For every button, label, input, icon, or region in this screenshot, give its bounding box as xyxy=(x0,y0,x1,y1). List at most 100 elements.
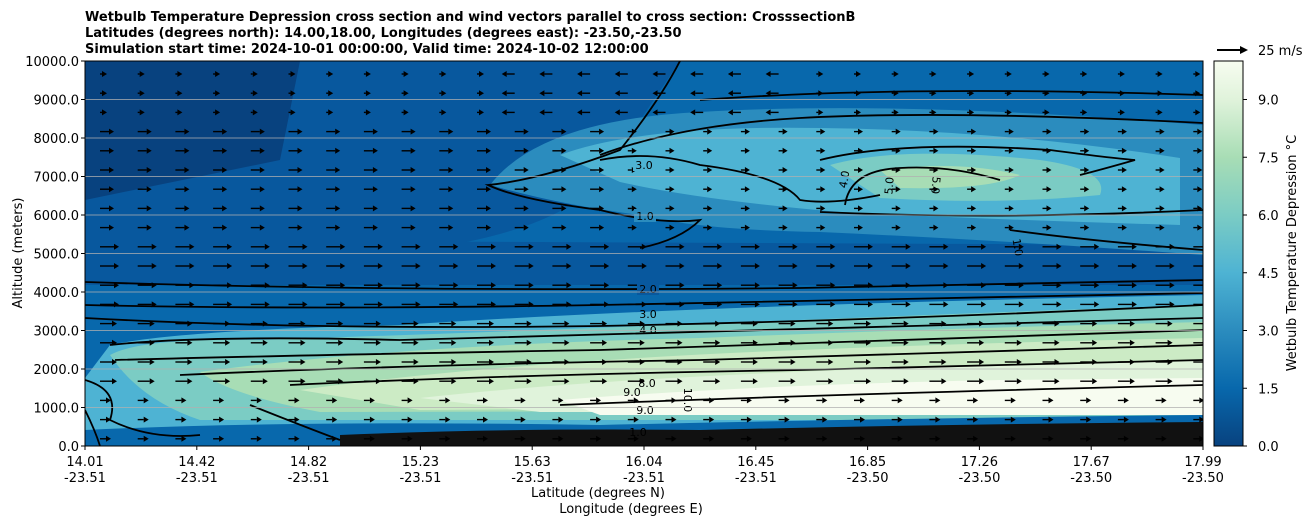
wind-vector-head xyxy=(109,205,114,212)
wind-vector-head xyxy=(709,435,715,442)
wind-vector-head xyxy=(486,147,491,154)
wind-vector-head xyxy=(792,282,798,289)
wind-vector-head xyxy=(633,416,639,423)
wind-vector-head xyxy=(679,301,685,308)
wind-vector-head xyxy=(744,186,750,193)
wind-vector-head xyxy=(335,224,341,231)
wind-vector-head xyxy=(602,320,608,327)
contour-line-1-lower xyxy=(249,404,341,441)
wind-vector-head xyxy=(782,205,788,212)
wind-vector-head xyxy=(501,90,507,97)
wind-vector-head xyxy=(564,378,570,385)
wind-vector-head xyxy=(715,359,721,365)
wind-vector-head xyxy=(820,224,826,231)
wind-vector-head xyxy=(566,301,572,308)
wind-vector-head xyxy=(523,205,529,212)
wind-vector-head xyxy=(1044,109,1050,116)
wind-vector-head xyxy=(1086,397,1092,404)
wind-vector-head xyxy=(102,90,107,97)
wind-vector-head xyxy=(765,109,771,116)
wind-vector-head xyxy=(225,378,231,385)
dry-layer-peak xyxy=(560,378,1203,415)
wind-vector-head xyxy=(407,435,413,442)
wind-vector-head xyxy=(114,263,119,269)
wind-vector-head xyxy=(1131,263,1137,269)
y-tick-label: 4000.0 xyxy=(34,286,80,301)
wind-vector-head xyxy=(564,339,570,346)
wind-vector-head xyxy=(491,301,496,308)
wind-vector-head xyxy=(790,339,796,346)
wind-vector-head xyxy=(448,147,454,154)
wind-vector-head xyxy=(177,90,183,97)
y-tick-label: 10000.0 xyxy=(25,55,79,70)
wind-vector-head xyxy=(866,339,871,346)
wind-vector-head xyxy=(523,224,529,231)
wind-vector-head xyxy=(1119,109,1125,116)
wind-vector-head xyxy=(792,263,798,269)
wind-vector-head xyxy=(981,282,987,289)
y-tick-label: 9000.0 xyxy=(34,94,80,109)
contour-label-2: 2.0 xyxy=(639,283,657,296)
wind-vector-head xyxy=(602,339,608,346)
wind-vector-head xyxy=(415,243,421,250)
wind-vector-head xyxy=(641,243,647,250)
wind-vector-head xyxy=(297,205,303,212)
chart-title-line-1: Wetbulb Temperature Depression cross sec… xyxy=(85,10,855,25)
wind-vector-head xyxy=(227,243,233,250)
wind-vector-head xyxy=(746,397,752,404)
wind-vector-head xyxy=(561,186,567,193)
wind-vector-head xyxy=(895,167,901,173)
wind-vector-head xyxy=(782,128,788,135)
wind-vector-head xyxy=(599,147,605,154)
wind-vector-head xyxy=(631,205,637,212)
wind-vector-head xyxy=(933,224,939,231)
wind-vector-head xyxy=(222,224,228,231)
wind-vector-head xyxy=(1129,378,1135,385)
wind-vector-head xyxy=(1008,186,1014,193)
wind-vector-head xyxy=(744,205,750,212)
wind-vector-head xyxy=(765,71,771,77)
wind-vector-head xyxy=(1046,186,1052,193)
wind-vector-head xyxy=(709,416,715,423)
wind-vector-head xyxy=(599,128,605,135)
wind-vector-head xyxy=(372,224,378,231)
wind-vector-head xyxy=(369,435,375,442)
wind-vector-head xyxy=(599,205,605,212)
wind-vector-head xyxy=(227,263,233,269)
wind-vector-head xyxy=(979,339,985,346)
wind-vector-head xyxy=(256,416,262,423)
wind-vector-head xyxy=(413,320,419,327)
x-tick-label-lon: -23.50 xyxy=(1182,471,1224,486)
wind-vector-head xyxy=(290,90,296,97)
wind-vector-head xyxy=(294,416,300,423)
wind-vector-head xyxy=(189,263,195,269)
wind-vector-head xyxy=(377,263,383,269)
wind-vector-head xyxy=(523,147,529,154)
wind-vector-head xyxy=(744,224,750,231)
wind-vector-head xyxy=(139,90,145,97)
wind-vector-head xyxy=(744,147,750,154)
wind-vector-head xyxy=(631,128,637,135)
wind-vector-head xyxy=(215,109,221,116)
y-tick-label: 1000.0 xyxy=(34,402,80,417)
wind-vector-head xyxy=(1092,339,1098,346)
x-tick-label-lon: -23.50 xyxy=(847,471,889,486)
wind-vector-head xyxy=(489,378,494,385)
wind-vector-head xyxy=(903,359,909,365)
wind-vector-head xyxy=(1157,109,1163,116)
wind-vector-head xyxy=(1006,109,1012,116)
wind-vector-head xyxy=(707,167,713,173)
wind-vector-head xyxy=(727,90,733,97)
wind-vector-head xyxy=(1084,186,1090,193)
wind-vector-head xyxy=(933,167,939,173)
wind-vector-head xyxy=(227,282,233,289)
wind-vector-head xyxy=(539,71,545,77)
wind-vector-head xyxy=(225,339,231,346)
wind-vector-head xyxy=(1082,71,1088,77)
wind-vector-head xyxy=(102,71,107,77)
wind-vector-head xyxy=(558,397,564,404)
wind-vector-head xyxy=(1121,167,1127,173)
wind-vector-head xyxy=(252,71,258,77)
wind-vector-head xyxy=(860,397,865,404)
wind-vector-head xyxy=(259,224,265,231)
